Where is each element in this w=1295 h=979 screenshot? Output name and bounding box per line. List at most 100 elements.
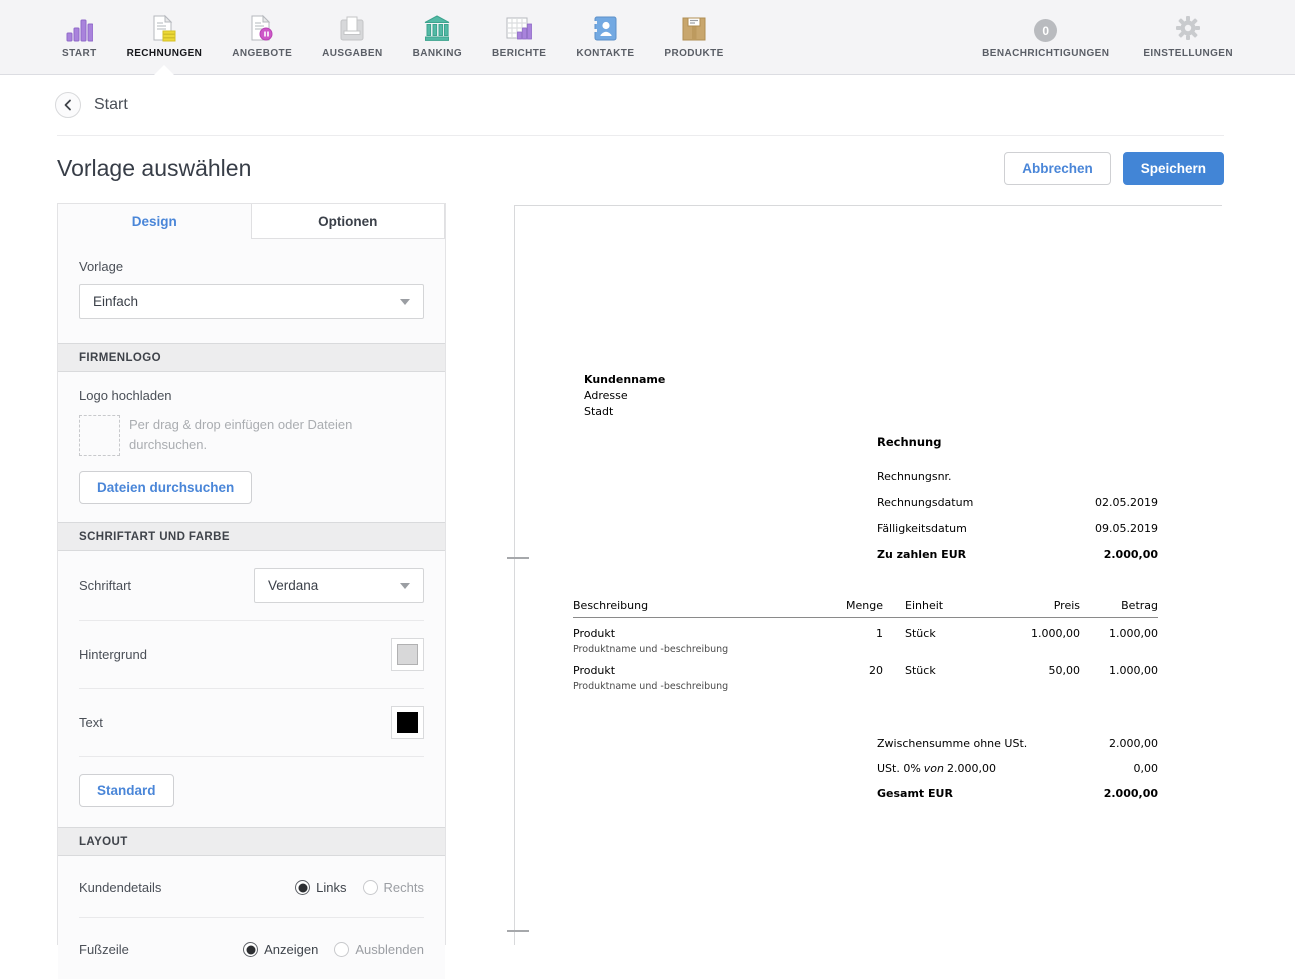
nav-label-benachrichtigungen: BENACHRICHTIGUNGEN — [982, 48, 1110, 59]
invoice-meta-block: Rechnungsnr. Rechnungsdatum 02.05.2019 F… — [877, 470, 1158, 574]
logo-dropzone-hint: Per drag & drop einfügen oder Dateien du… — [129, 417, 353, 453]
breadcrumb: Start — [55, 92, 128, 118]
col-header-menge: Menge — [846, 599, 883, 612]
totals-label: Gesamt EUR — [877, 787, 953, 800]
radio-option-links[interactable]: Links — [295, 880, 347, 895]
totals-label: Zwischensumme ohne USt. — [877, 737, 1028, 750]
col-header-beschreibung: Beschreibung — [573, 599, 649, 612]
radio-links — [295, 880, 311, 895]
nav-item-rechnungen[interactable]: RECHNUNGEN — [127, 0, 203, 75]
invoice-totals-block: Zwischensumme ohne USt. 2.000,00 USt. 0%… — [877, 737, 1158, 812]
nav-item-banking[interactable]: BANKING — [413, 0, 462, 75]
col-header-einheit: Einheit — [905, 599, 944, 612]
template-select-block: Vorlage Einfach — [58, 239, 445, 343]
customer-address-block: Kundenname Adresse Stadt — [584, 372, 665, 420]
cancel-button[interactable]: Abbrechen — [1004, 152, 1111, 185]
offer-document-icon — [248, 12, 276, 42]
browse-files-button[interactable]: Dateien durchsuchen — [79, 471, 253, 504]
bank-icon — [423, 12, 451, 42]
footer-label: Fußzeile — [79, 942, 129, 957]
top-navigation: START R — [0, 0, 1295, 75]
meta-label: Rechnungsdatum — [877, 496, 974, 509]
text-color-swatch — [397, 712, 418, 733]
layout-section-body: Kundendetails Links Rechts Fußzeile Anze… — [58, 856, 445, 979]
nav-label-banking: BANKING — [412, 47, 463, 59]
nav-item-einstellungen[interactable]: EINSTELLUNGEN — [1143, 0, 1233, 75]
template-settings-panel: Design Optionen Vorlage Einfach FIRMENLO… — [57, 203, 446, 979]
background-color-swatch — [397, 644, 418, 665]
bar-chart-icon — [65, 12, 94, 42]
font-label: Schriftart — [79, 578, 132, 593]
nav-item-kontakte[interactable]: KONTAKTE — [576, 0, 634, 75]
meta-label: Rechnungsnr. — [877, 470, 952, 483]
row-qty: 1 — [876, 627, 883, 640]
totals-row-vat: USt. 0% von 2.000,00 0,00 — [877, 762, 1158, 787]
radio-option-anzeigen[interactable]: Anzeigen — [243, 942, 318, 957]
radio-option-rechts[interactable]: Rechts — [362, 880, 424, 895]
tab-optionen[interactable]: Optionen — [250, 204, 445, 239]
save-button[interactable]: Speichern — [1122, 152, 1224, 185]
row-price: 1.000,00 — [1031, 627, 1080, 640]
logo-dropzone[interactable] — [79, 415, 120, 456]
radio-anzeigen — [243, 942, 259, 957]
nav-items: START R — [0, 0, 724, 75]
section-header-schriftart: SCHRIFTART UND FARBE — [58, 522, 445, 551]
template-dropdown[interactable]: Einfach — [79, 284, 424, 319]
meta-value: 02.05.2019 — [1095, 496, 1158, 509]
chevron-down-icon — [400, 582, 410, 589]
col-header-preis: Preis — [1053, 599, 1080, 612]
meta-row: Rechnungsdatum 02.05.2019 — [877, 496, 1158, 522]
radio-option-ausblenden[interactable]: Ausblenden — [334, 942, 424, 957]
nav-item-ausgaben[interactable]: AUSGABEN — [322, 0, 382, 75]
nav-label-ausgaben: AUSGABEN — [322, 47, 383, 59]
chevron-down-icon — [400, 298, 410, 305]
gear-icon — [1174, 12, 1202, 42]
nav-label-einstellungen: EINSTELLUNGEN — [1143, 48, 1233, 59]
totals-value: 0,00 — [1133, 762, 1159, 775]
background-color-picker[interactable] — [391, 638, 424, 671]
row-unit: Stück — [905, 664, 936, 677]
nav-label-produkte: PRODUKTE — [664, 47, 724, 59]
back-button[interactable] — [55, 92, 81, 118]
radio-rechts — [362, 880, 378, 895]
text-color-picker[interactable] — [391, 706, 424, 739]
meta-label: Fälligkeitsdatum — [877, 522, 967, 535]
footer-radio-group: Anzeigen Ausblenden — [243, 942, 424, 957]
row-price: 50,00 — [1048, 664, 1081, 677]
nav-item-benachrichtigungen[interactable]: 0 BENACHRICHTIGUNGEN — [982, 0, 1109, 75]
totals-value: 2.000,00 — [1103, 787, 1158, 800]
meta-label: Zu zahlen EUR — [877, 548, 967, 561]
font-dropdown-value: Verdana — [268, 578, 319, 593]
radio-ausblenden — [334, 942, 350, 957]
row-amount: 1.000,00 — [1109, 627, 1158, 640]
totals-value: 2.000,00 — [1109, 737, 1158, 750]
fold-mark-top — [507, 557, 529, 559]
row-amount: 1.000,00 — [1109, 664, 1158, 677]
breadcrumb-start-link[interactable]: Start — [94, 96, 128, 113]
font-dropdown[interactable]: Verdana — [254, 568, 424, 603]
standard-button[interactable]: Standard — [79, 774, 174, 807]
customer-city: Stadt — [584, 405, 614, 418]
nav-label-rechnungen: RECHNUNGEN — [126, 47, 203, 59]
notification-badge: 0 — [1034, 12, 1058, 42]
invoice-title: Rechnung — [877, 435, 942, 449]
nav-item-angebote[interactable]: ANGEBOTE — [232, 0, 292, 75]
row-description: Produkt — [573, 664, 616, 677]
totals-label: USt. 0% von 2.000,00 — [877, 762, 996, 775]
notification-count: 0 — [1034, 19, 1058, 42]
header-actions: Abbrechen Speichern — [1004, 152, 1224, 185]
radio-ausblenden-label: Ausblenden — [355, 942, 424, 957]
contacts-book-icon — [591, 12, 619, 42]
totals-row-grand-total: Gesamt EUR 2.000,00 — [877, 787, 1158, 812]
nav-item-produkte[interactable]: PRODUKTE — [664, 0, 723, 75]
layout-divider — [79, 917, 424, 918]
row-unit: Stück — [905, 627, 936, 640]
table-row: Produkt 20 Stück 50,00 1.000,00 Produktn… — [573, 664, 1158, 692]
customer-address: Adresse — [584, 389, 628, 402]
nav-item-start[interactable]: START — [62, 0, 97, 75]
nav-item-berichte[interactable]: BERICHTE — [492, 0, 546, 75]
meta-row-total-due: Zu zahlen EUR 2.000,00 — [877, 548, 1158, 574]
meta-row: Fälligkeitsdatum 09.05.2019 — [877, 522, 1158, 548]
tab-design[interactable]: Design — [131, 214, 177, 229]
row-sub-description: Produktname und -beschreibung — [573, 644, 729, 655]
